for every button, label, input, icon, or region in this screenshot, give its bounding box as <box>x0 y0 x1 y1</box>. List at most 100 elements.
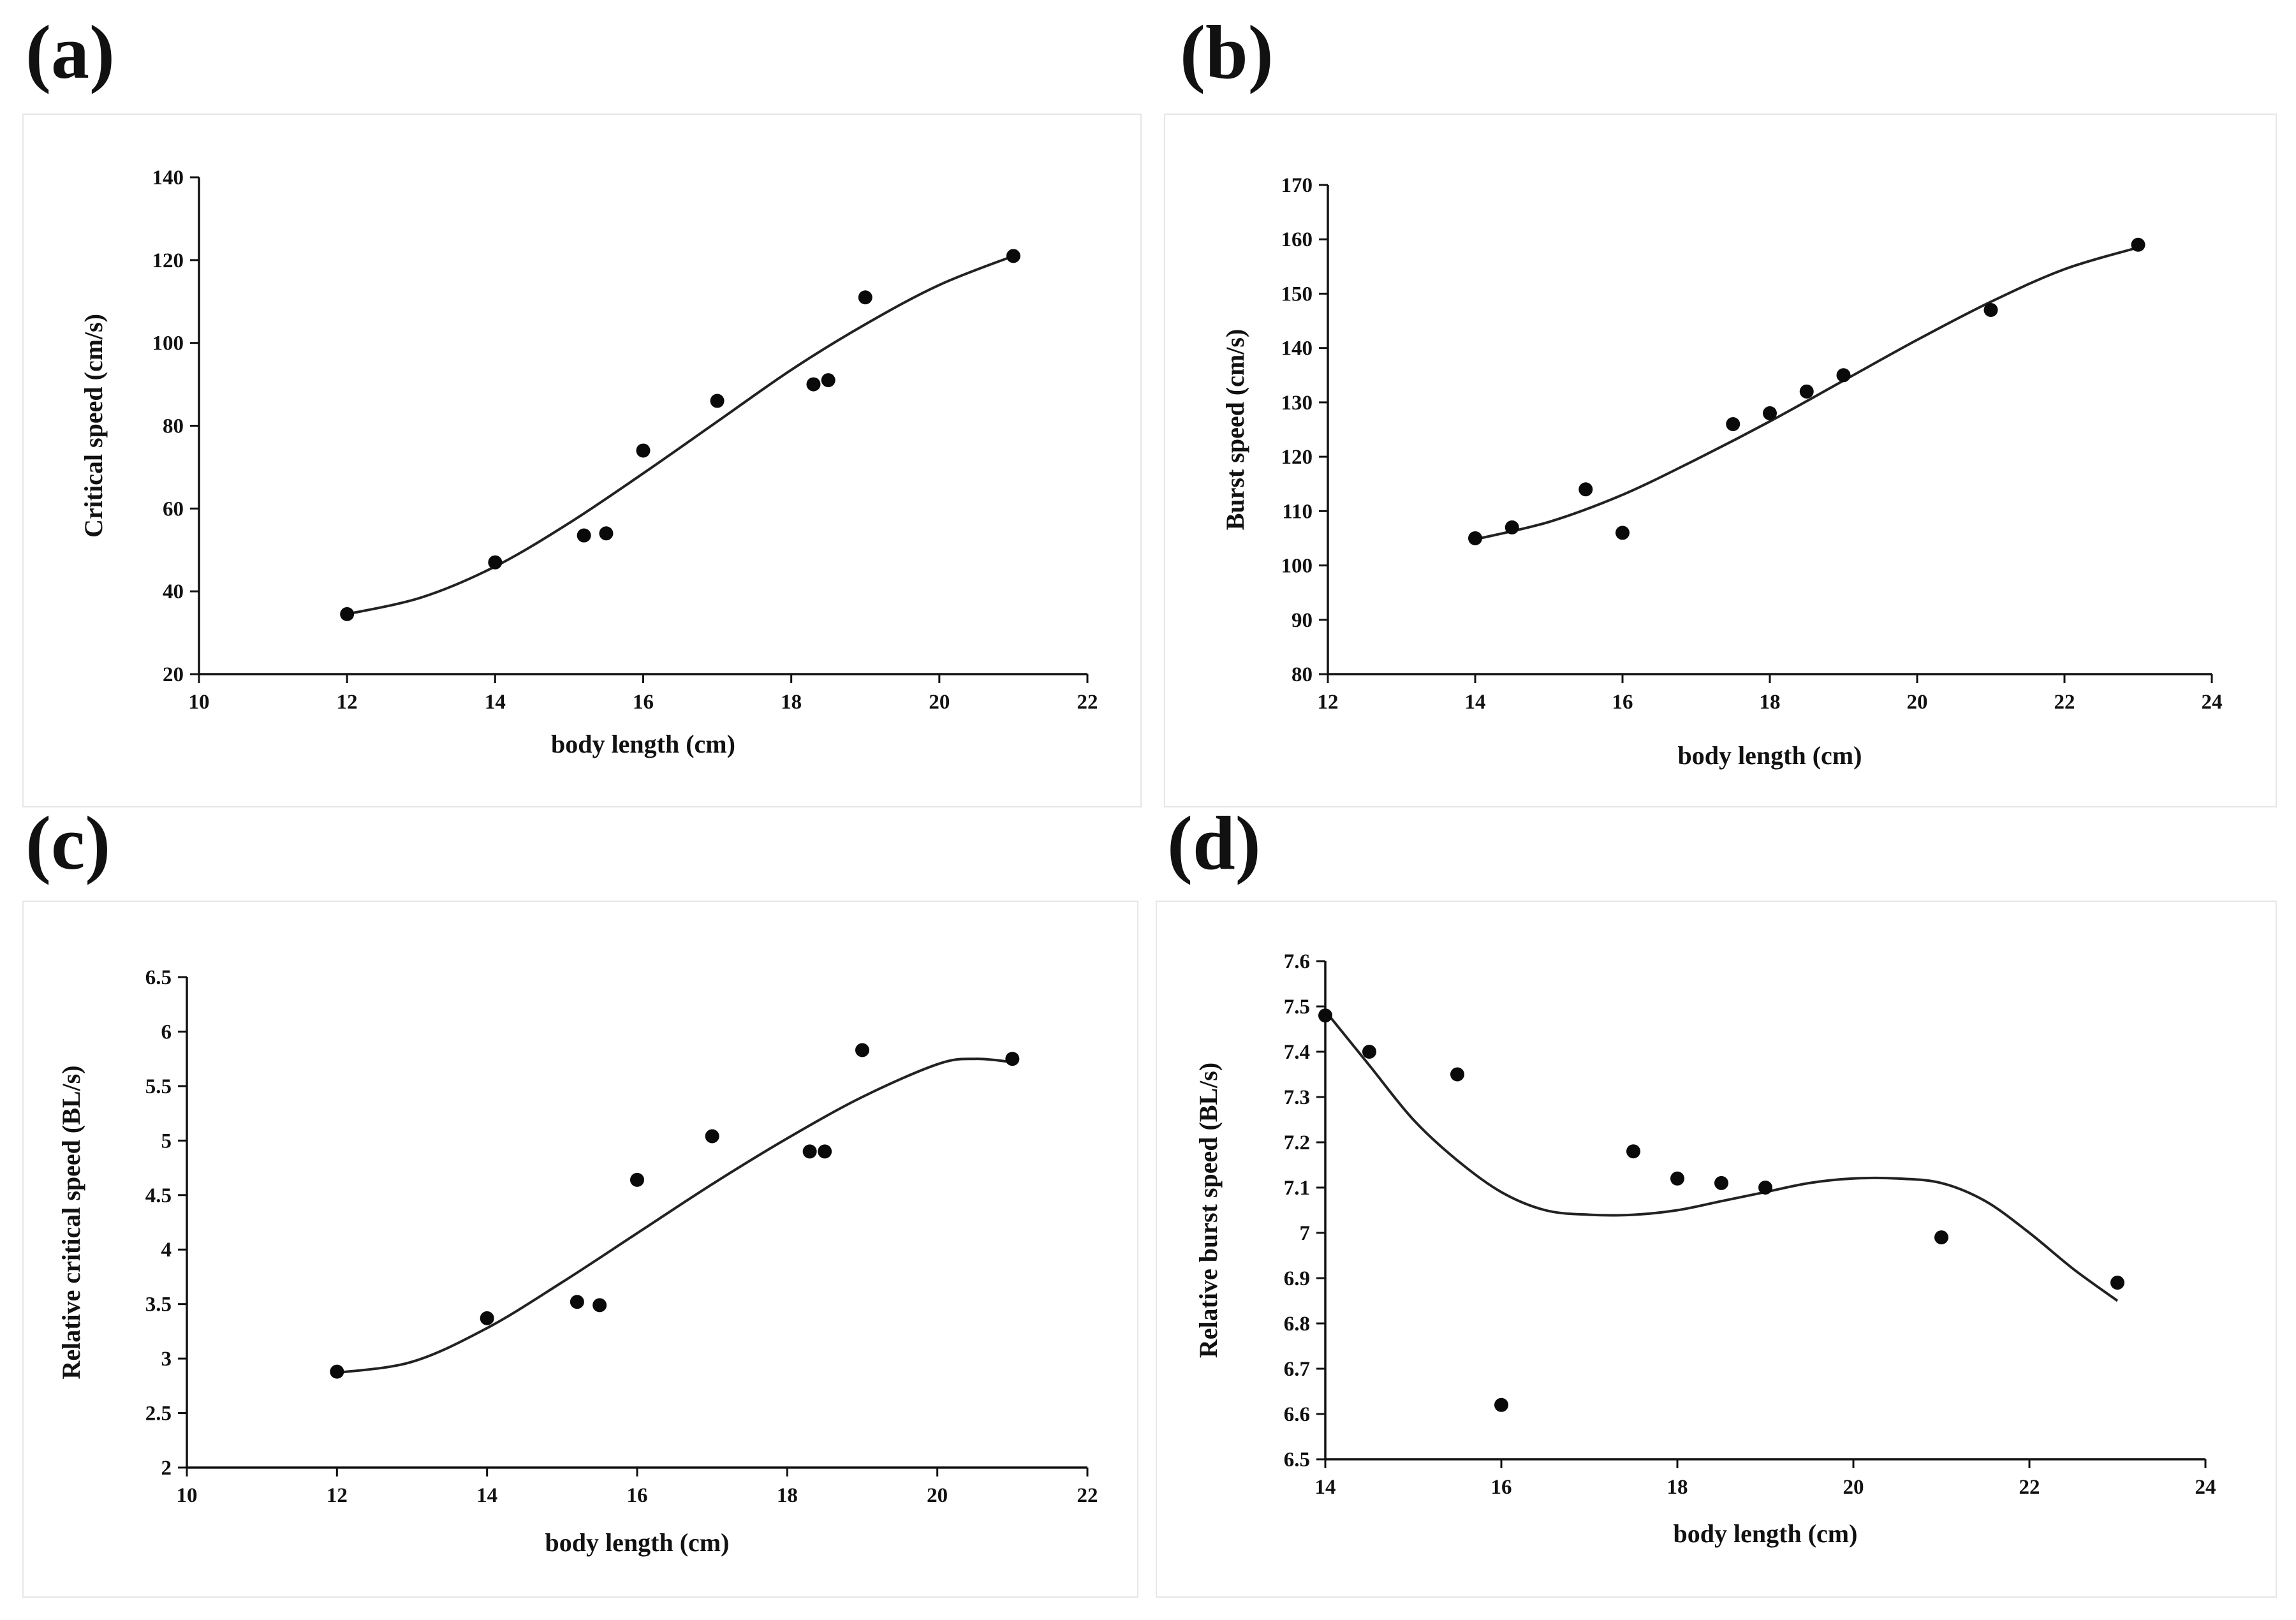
x-tick-label: 18 <box>777 1484 798 1507</box>
x-tick-label: 20 <box>927 1484 948 1507</box>
data-point <box>577 528 591 543</box>
trend-line <box>337 1057 1013 1374</box>
trend-line <box>1475 246 2139 541</box>
data-point <box>1505 520 1519 534</box>
x-tick-label: 20 <box>1843 1476 1864 1499</box>
data-point <box>710 394 725 408</box>
y-tick-label: 140 <box>152 166 184 189</box>
y-tick-label: 40 <box>163 580 184 603</box>
data-point <box>1615 526 1630 540</box>
data-point <box>599 526 614 541</box>
x-axis-title: body length (cm) <box>545 1528 730 1557</box>
x-tick-label: 10 <box>189 691 210 714</box>
y-tick-label: 7 <box>1300 1222 1311 1245</box>
y-tick-label: 140 <box>1281 337 1313 360</box>
y-tick-label: 80 <box>163 415 184 438</box>
y-tick-label: 100 <box>1281 555 1313 578</box>
data-point <box>1006 249 1020 263</box>
data-point <box>1626 1144 1640 1159</box>
data-point <box>488 555 503 570</box>
data-point <box>1726 416 1740 431</box>
trend-line <box>346 254 1014 615</box>
y-tick-label: 3 <box>161 1348 172 1371</box>
x-tick-label: 22 <box>1077 691 1098 714</box>
x-tick-label: 24 <box>2202 691 2223 714</box>
x-tick-label: 20 <box>929 691 950 714</box>
y-tick-label: 170 <box>1281 174 1313 197</box>
data-point <box>1005 1052 1020 1066</box>
y-tick-label: 7.5 <box>1284 996 1310 1019</box>
y-tick-label: 7.3 <box>1284 1086 1310 1109</box>
x-tick-label: 14 <box>485 691 506 714</box>
x-tick-label: 10 <box>177 1484 198 1507</box>
data-point <box>858 290 872 305</box>
data-point <box>1983 303 1998 318</box>
y-axis-title: Relative critical speed (BL/s) <box>57 1065 85 1379</box>
chart-panel-a: 10 12 14 16 18 20 22 20 40 60 80 100 120 140 body leng… <box>79 166 1098 758</box>
data-point <box>821 373 835 388</box>
x-tick-label: 18 <box>1760 691 1781 714</box>
y-tick-label: 7.1 <box>1284 1177 1310 1200</box>
y-tick-label: 6.5 <box>1284 1448 1310 1471</box>
data-point <box>340 607 355 621</box>
data-point <box>1494 1397 1508 1412</box>
x-tick-label: 18 <box>1667 1476 1688 1499</box>
y-tick-label: 5 <box>161 1130 172 1152</box>
x-axis-title: body length (cm) <box>1674 1519 1858 1548</box>
y-tick-label: 2 <box>161 1457 172 1480</box>
x-tick-label: 14 <box>1465 691 1486 714</box>
x-tick-label: 20 <box>1907 691 1928 714</box>
y-tick-label: 80 <box>1292 663 1313 686</box>
x-tick-label: 14 <box>1315 1476 1336 1499</box>
data-point <box>802 1144 817 1159</box>
data-point <box>818 1144 832 1159</box>
y-axis-title: Burst speed (cm/s) <box>1221 329 1249 531</box>
data-point <box>1468 531 1482 545</box>
y-tick-label: 20 <box>163 663 184 686</box>
panel-frame-d <box>1156 901 2277 1598</box>
data-point <box>2110 1276 2124 1290</box>
panel-frame-c <box>22 901 1138 1598</box>
y-axis-title: Relative burst speed (BL/s) <box>1194 1063 1223 1358</box>
data-point <box>636 443 651 458</box>
data-point <box>570 1295 584 1309</box>
y-tick-label: 4 <box>161 1239 172 1262</box>
panel-label-b: (b) <box>1180 10 1274 94</box>
panel-frame-b <box>1164 114 2277 807</box>
y-tick-label: 150 <box>1281 283 1313 306</box>
y-tick-label: 6.5 <box>145 966 172 989</box>
x-tick-label: 22 <box>1077 1484 1098 1507</box>
data-point <box>1362 1045 1376 1059</box>
data-point <box>1763 406 1777 420</box>
panel-label-c: (c) <box>26 800 111 885</box>
x-tick-label: 12 <box>337 691 358 714</box>
chart-panel-d: 14 16 18 20 22 24 6.5 6.6 6.7 6.8 6.9 7 7.1 7.2 7.3 7.4… <box>1194 950 2216 1548</box>
data-point <box>855 1043 869 1057</box>
panel-label-a: (a) <box>26 10 115 94</box>
x-tick-label: 22 <box>2054 691 2075 714</box>
y-tick-label: 6.8 <box>1284 1313 1310 1336</box>
data-point <box>1934 1230 1948 1245</box>
data-point <box>1450 1067 1464 1082</box>
x-tick-label: 16 <box>633 691 654 714</box>
panel-label-d: (d) <box>1167 800 1261 885</box>
y-tick-label: 3.5 <box>145 1293 172 1316</box>
data-point <box>1836 368 1851 383</box>
x-axis-title: body length (cm) <box>551 730 735 758</box>
data-point <box>1799 384 1814 399</box>
x-tick-label: 12 <box>1318 691 1339 714</box>
data-point <box>705 1129 719 1144</box>
data-point <box>1714 1175 1728 1190</box>
x-tick-label: 12 <box>327 1484 348 1507</box>
y-axis-title: Critical speed (cm/s) <box>79 314 108 538</box>
data-point <box>630 1172 644 1187</box>
data-point <box>480 1311 494 1325</box>
data-point <box>806 377 821 392</box>
y-tick-label: 6.9 <box>1284 1267 1310 1290</box>
x-tick-label: 14 <box>476 1484 497 1507</box>
y-tick-label: 160 <box>1281 228 1313 251</box>
x-tick-label: 16 <box>627 1484 648 1507</box>
x-tick-label: 16 <box>1612 691 1633 714</box>
y-tick-label: 7.4 <box>1284 1041 1310 1064</box>
